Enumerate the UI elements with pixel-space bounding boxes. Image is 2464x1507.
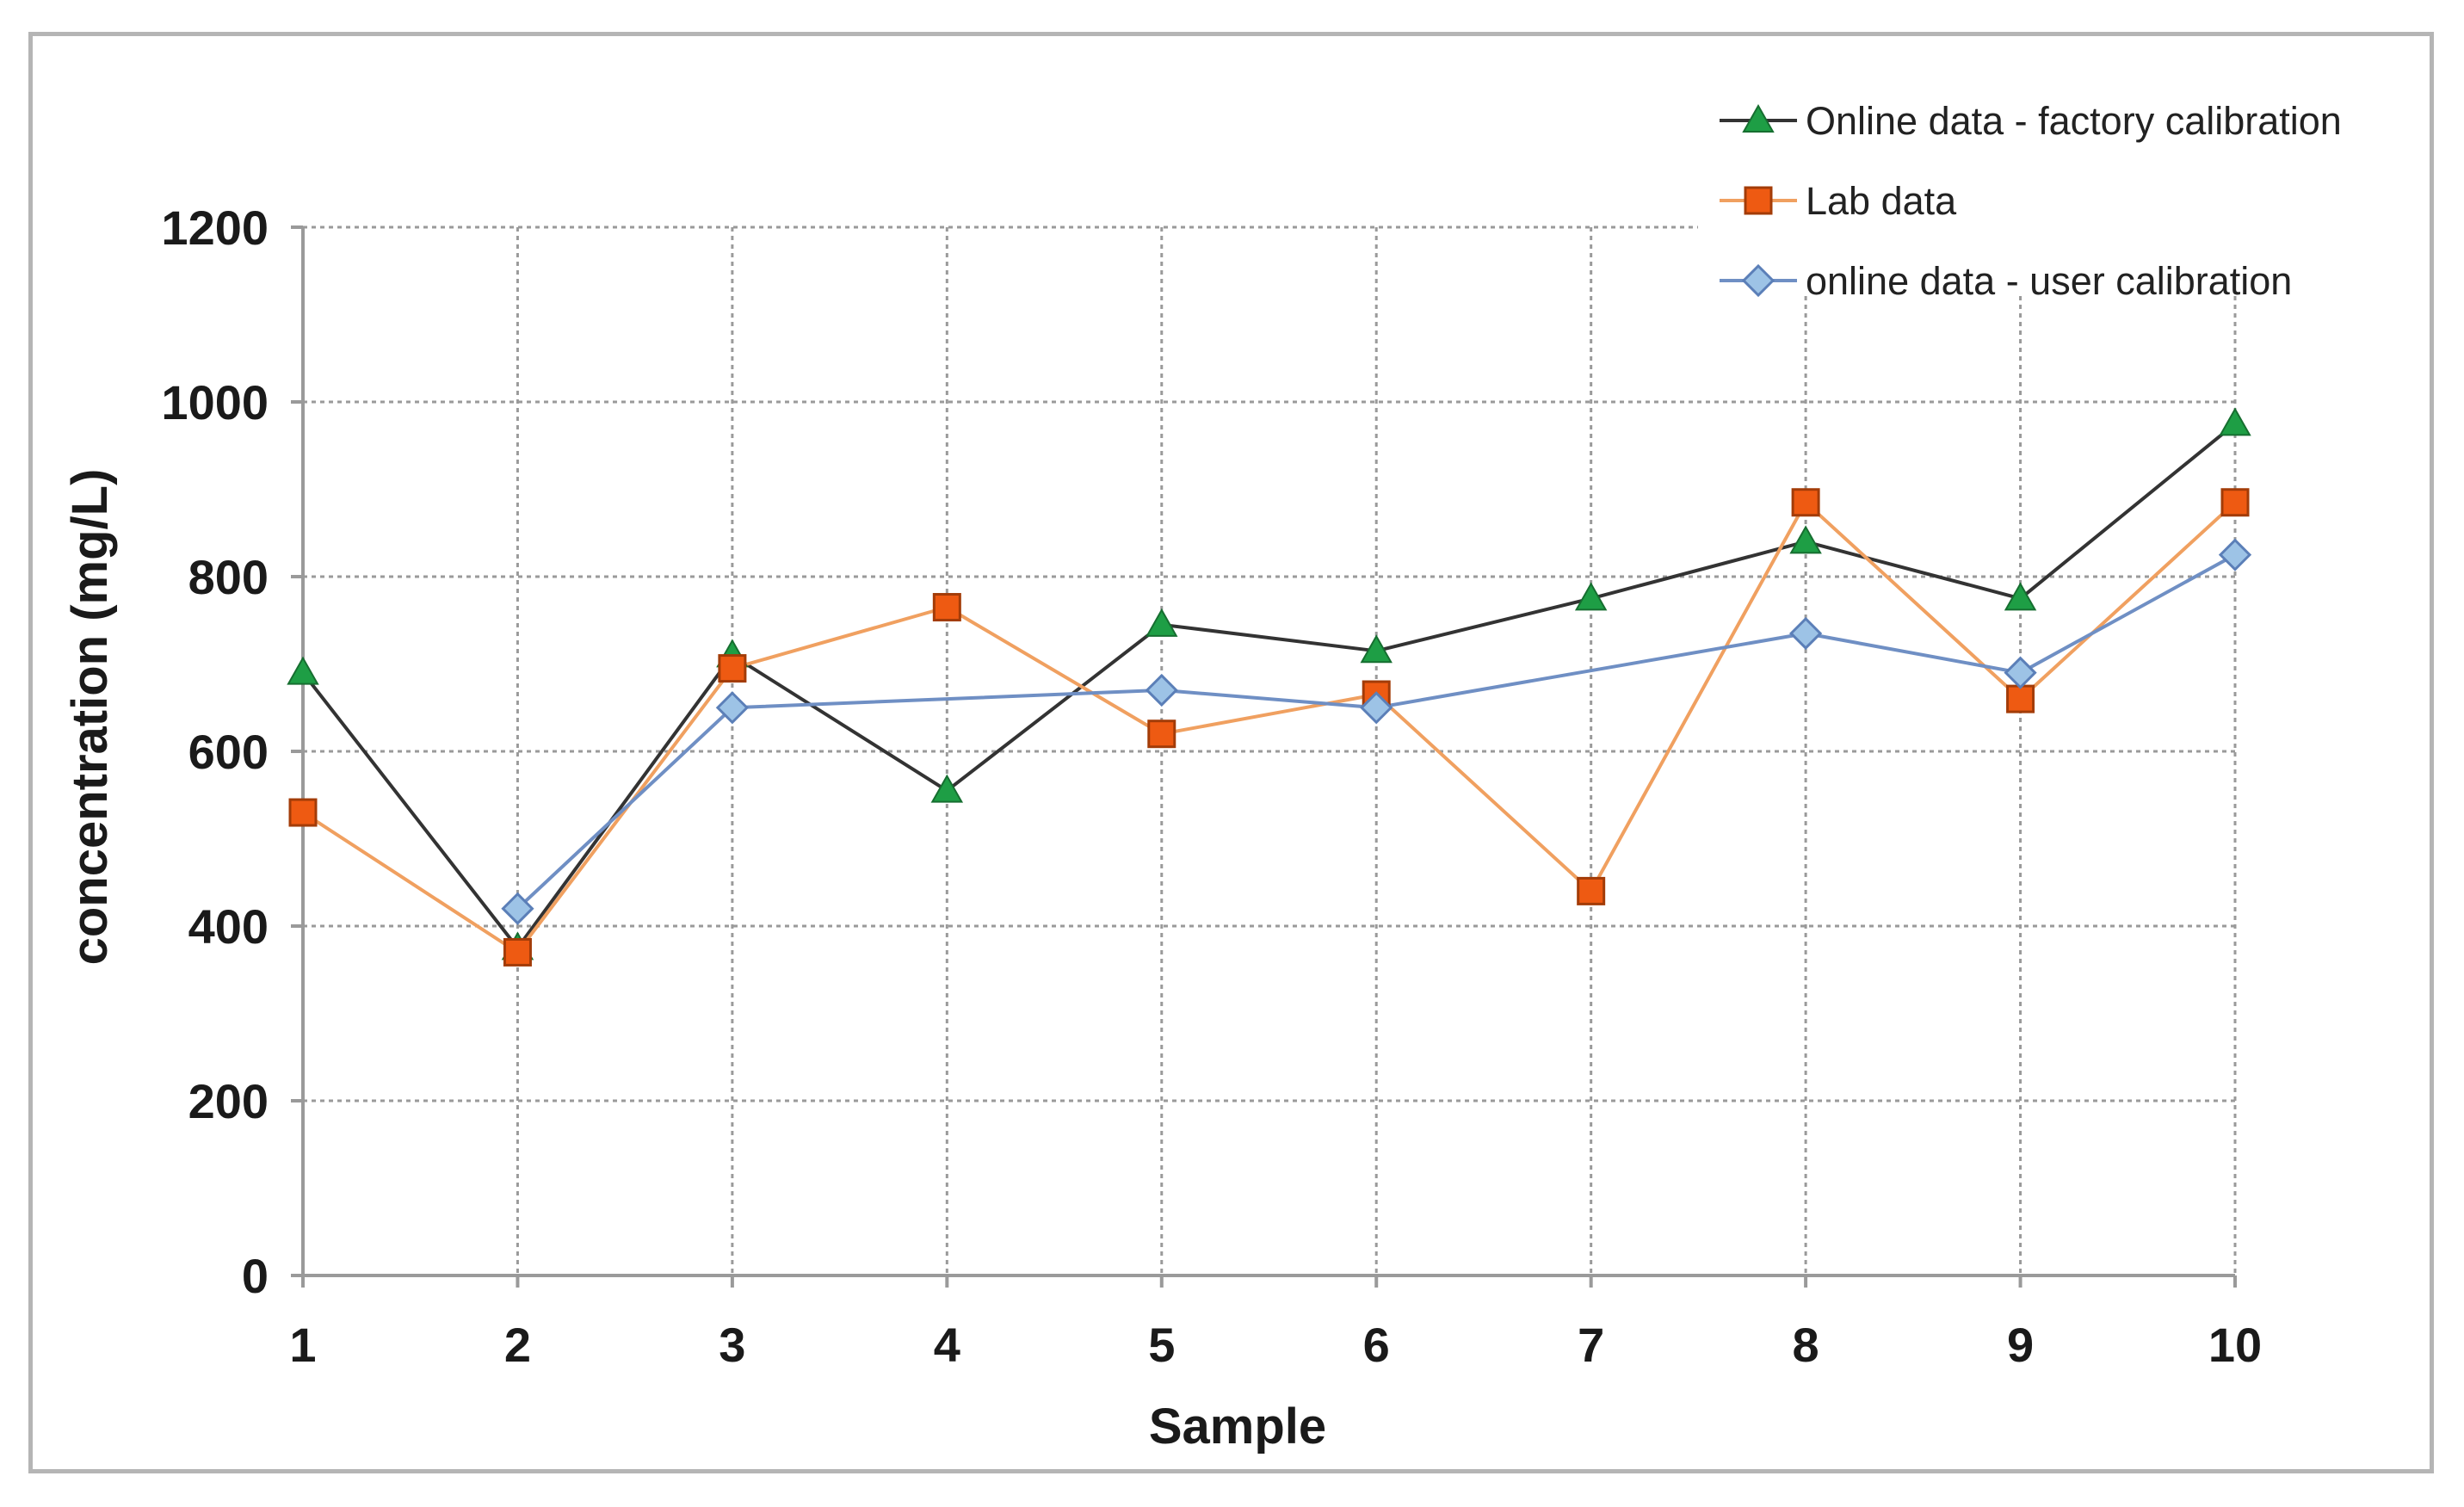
- legend: Online data - factory calibration Lab dat…: [1698, 75, 2421, 303]
- y-tick-label: 600: [188, 725, 269, 779]
- x-tick-label: 5: [1148, 1318, 1175, 1372]
- data-point-series-1: [1574, 582, 1608, 611]
- data-point-series-3: [1145, 673, 1178, 707]
- data-point-series-3: [2218, 538, 2252, 571]
- legend-label-1: Online data - factory calibration: [1806, 99, 2342, 143]
- legend-label-2: Lab data: [1806, 179, 1957, 223]
- x-tick-label: 4: [934, 1318, 960, 1372]
- data-point-series-1: [1146, 608, 1178, 637]
- data-point-series-1: [287, 656, 319, 685]
- tick-labels: 0 200 400 600 800 1000 1200 1 2 3 4 5 6 7 8 9 10: [161, 201, 2262, 1372]
- legend-marker-1: [1742, 103, 1775, 133]
- x-axis-title: Sample: [1149, 1399, 1326, 1455]
- x-tick-label: 8: [1793, 1318, 1819, 1372]
- chart-frame: 0 200 400 600 800 1000 1200 1 2 3 4 5 6 7 8 9 10 Sample …: [28, 32, 2434, 1473]
- data-point-series-2: [718, 654, 747, 683]
- y-tick-label: 1000: [161, 375, 269, 429]
- data-point-series-2: [1147, 720, 1176, 749]
- series-line-2: [301, 500, 2237, 954]
- x-tick-label: 7: [1578, 1318, 1604, 1372]
- series-lines: [301, 422, 2237, 954]
- data-point-series-3: [2004, 656, 2037, 689]
- series-markers: [287, 407, 2252, 967]
- x-tick-label: 2: [504, 1318, 531, 1372]
- x-tick-label: 3: [719, 1318, 745, 1372]
- x-tick-label: 10: [2208, 1318, 2262, 1372]
- data-point-series-2: [2220, 488, 2250, 517]
- data-point-series-3: [1788, 616, 1823, 651]
- legend-marker-3: [1741, 263, 1775, 298]
- legend-marker-2: [1744, 186, 1773, 215]
- x-tick-label: 9: [2007, 1318, 2034, 1372]
- data-point-series-1: [930, 774, 964, 803]
- data-point-series-3: [501, 892, 534, 925]
- y-tick-label: 200: [188, 1074, 269, 1128]
- data-point-series-2: [1791, 488, 1820, 517]
- data-point-series-3: [1360, 691, 1393, 725]
- legend-background: [1698, 75, 2421, 294]
- data-point-series-1: [2004, 582, 2037, 611]
- y-tick-label: 400: [188, 899, 269, 954]
- series-line-1: [301, 422, 2237, 950]
- y-tick-label: 0: [242, 1249, 269, 1303]
- data-point-series-2: [932, 593, 961, 622]
- data-point-series-2: [503, 937, 532, 967]
- data-point-series-1: [2219, 407, 2251, 436]
- data-point-series-2: [1577, 876, 1606, 905]
- legend-label-3: online data - user calibration: [1806, 259, 2292, 303]
- data-point-series-1: [1789, 525, 1822, 554]
- data-point-series-1: [1360, 634, 1393, 664]
- data-point-series-2: [288, 798, 318, 827]
- data-point-series-3: [715, 691, 750, 725]
- y-tick-label: 1200: [161, 201, 269, 255]
- y-axis-title: concentration (mg/L): [62, 469, 118, 966]
- x-tick-label: 6: [1363, 1318, 1390, 1372]
- y-tick-label: 800: [188, 550, 269, 604]
- x-tick-label: 1: [289, 1318, 316, 1372]
- data-point-series-2: [2006, 684, 2035, 713]
- axes: [291, 225, 2237, 1288]
- grid-lines: [303, 225, 2237, 1275]
